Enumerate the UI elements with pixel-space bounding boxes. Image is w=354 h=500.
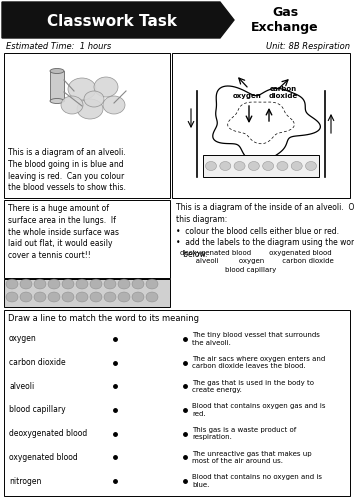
Text: oxygen: oxygen xyxy=(233,93,261,99)
Text: There is a huge amount of
surface area in the lungs.  If
the whole inside surfac: There is a huge amount of surface area i… xyxy=(8,204,119,260)
Ellipse shape xyxy=(34,279,46,289)
Text: alveoli: alveoli xyxy=(9,382,34,391)
Ellipse shape xyxy=(77,99,103,119)
Ellipse shape xyxy=(20,279,32,289)
Text: deoxygenated blood: deoxygenated blood xyxy=(9,429,87,438)
Ellipse shape xyxy=(76,279,88,289)
Text: oxygenated blood: oxygenated blood xyxy=(9,453,78,462)
Ellipse shape xyxy=(146,292,158,302)
Ellipse shape xyxy=(90,292,102,302)
Polygon shape xyxy=(2,2,234,38)
Ellipse shape xyxy=(34,292,46,302)
Ellipse shape xyxy=(62,292,74,302)
Ellipse shape xyxy=(220,162,231,170)
Ellipse shape xyxy=(263,162,274,170)
Ellipse shape xyxy=(291,162,302,170)
Text: Gas
Exchange: Gas Exchange xyxy=(251,6,319,34)
Ellipse shape xyxy=(61,96,83,114)
Ellipse shape xyxy=(6,292,18,302)
Text: The gas that is used in the body to
create energy.: The gas that is used in the body to crea… xyxy=(192,380,314,393)
Bar xyxy=(203,155,319,177)
Ellipse shape xyxy=(132,279,144,289)
Ellipse shape xyxy=(20,292,32,302)
Text: This gas is a waste product of
respiration.: This gas is a waste product of respirati… xyxy=(192,427,296,440)
Bar xyxy=(4,310,350,496)
Text: This is a diagram of the inside of an alveoli.  On
this diagram:
•  colour the b: This is a diagram of the inside of an al… xyxy=(176,203,354,259)
Text: Unit: 8B Respiration: Unit: 8B Respiration xyxy=(266,42,350,51)
Polygon shape xyxy=(213,86,320,162)
Text: carbon dioxide: carbon dioxide xyxy=(9,358,65,367)
Text: Draw a line to match the word to its meaning: Draw a line to match the word to its mea… xyxy=(8,314,199,323)
Ellipse shape xyxy=(62,279,74,289)
Text: deoxygenated blood        oxygenated blood
       alveoli         oxygen        : deoxygenated blood oxygenated blood alve… xyxy=(180,250,334,273)
Text: nitrogen: nitrogen xyxy=(9,476,41,486)
Text: oxygen: oxygen xyxy=(9,334,37,344)
Text: Classwork Task: Classwork Task xyxy=(47,14,177,28)
Text: blood capillary: blood capillary xyxy=(9,406,65,414)
Ellipse shape xyxy=(249,162,259,170)
Ellipse shape xyxy=(68,78,96,100)
Ellipse shape xyxy=(118,292,130,302)
Ellipse shape xyxy=(48,292,60,302)
Ellipse shape xyxy=(146,279,158,289)
Ellipse shape xyxy=(90,279,102,289)
Bar xyxy=(4,53,170,198)
Text: carbon
dioxide: carbon dioxide xyxy=(268,86,298,99)
Text: Blood that contains no oxygen and is
blue.: Blood that contains no oxygen and is blu… xyxy=(192,474,322,488)
Ellipse shape xyxy=(132,292,144,302)
Text: The unreactive gas that makes up
most of the air around us.: The unreactive gas that makes up most of… xyxy=(192,450,312,464)
Ellipse shape xyxy=(104,292,116,302)
Text: Blood that contains oxygen gas and is
red.: Blood that contains oxygen gas and is re… xyxy=(192,403,325,416)
Ellipse shape xyxy=(103,96,125,114)
Ellipse shape xyxy=(94,77,118,97)
Ellipse shape xyxy=(50,98,64,103)
Ellipse shape xyxy=(104,279,116,289)
Ellipse shape xyxy=(118,279,130,289)
Text: Estimated Time:  1 hours: Estimated Time: 1 hours xyxy=(6,42,111,51)
Text: The air sacs where oxygen enters and
carbon dioxide leaves the blood.: The air sacs where oxygen enters and car… xyxy=(192,356,325,370)
Bar xyxy=(172,53,350,198)
Bar xyxy=(50,71,64,101)
Bar xyxy=(4,279,170,307)
Ellipse shape xyxy=(234,162,245,170)
Ellipse shape xyxy=(50,68,64,73)
Ellipse shape xyxy=(306,162,316,170)
Ellipse shape xyxy=(48,279,60,289)
Text: This is a diagram of an alveoli.
The blood going in is blue and
leaving is red. : This is a diagram of an alveoli. The blo… xyxy=(8,148,126,192)
Ellipse shape xyxy=(84,91,104,107)
Ellipse shape xyxy=(206,162,217,170)
Bar xyxy=(4,200,170,278)
Ellipse shape xyxy=(277,162,288,170)
Ellipse shape xyxy=(76,292,88,302)
Ellipse shape xyxy=(6,279,18,289)
Text: The tiny blood vessel that surrounds
the alveoli.: The tiny blood vessel that surrounds the… xyxy=(192,332,320,345)
